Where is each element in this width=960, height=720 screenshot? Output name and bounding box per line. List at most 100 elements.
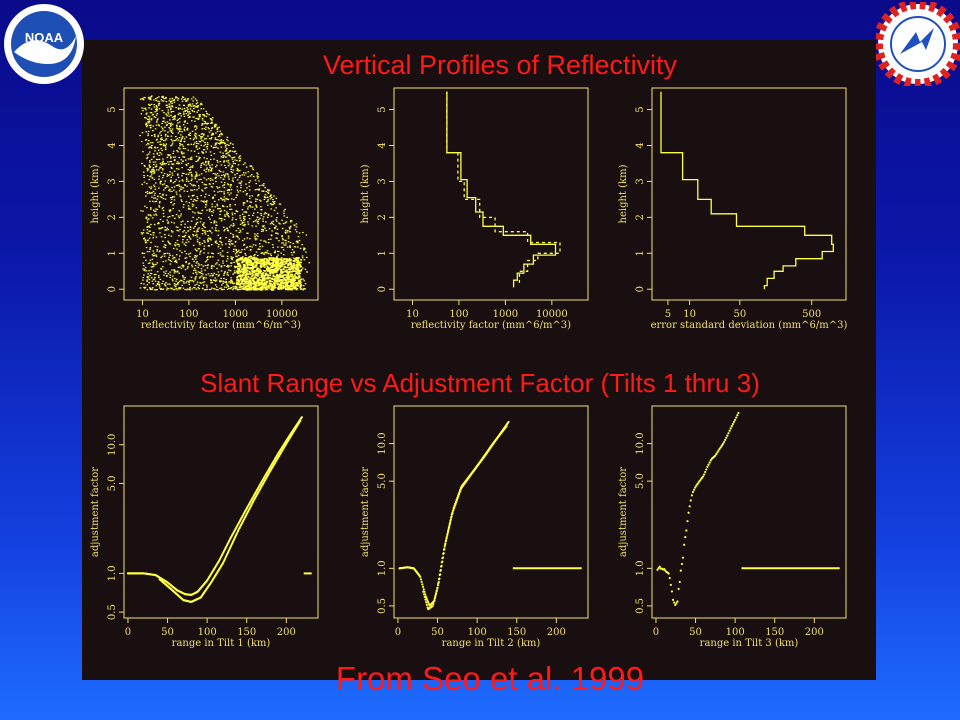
scatter-point (189, 226, 192, 229)
scatter-point (139, 287, 142, 289)
scatter-point (260, 263, 263, 265)
scatter-point (196, 196, 198, 198)
scatter-point (180, 199, 183, 201)
curve-point (451, 511, 454, 514)
scatter-point (235, 235, 238, 237)
scatter-point (236, 179, 239, 181)
scatter-point (185, 261, 187, 264)
scatter-point (187, 208, 190, 210)
x-axis-label: range in Tilt 2 (km) (442, 638, 541, 649)
scatter-point (273, 195, 275, 197)
scatter-point (204, 230, 207, 232)
scatter-point (245, 211, 247, 214)
curve-point (693, 488, 696, 491)
scatter-point (224, 144, 227, 147)
scatter-point (140, 282, 143, 285)
scatter-point (230, 240, 233, 242)
scatter-point (234, 241, 237, 243)
curve-point (734, 418, 737, 421)
scatter-point (260, 279, 263, 282)
scatter-point (227, 154, 230, 156)
scatter-point (229, 288, 232, 290)
scatter-point (297, 267, 300, 269)
scatter-point (180, 159, 183, 161)
scatter-point (290, 225, 292, 227)
scatter-point (230, 224, 232, 226)
scatter-point (216, 128, 219, 131)
scatter-point (160, 288, 162, 290)
scatter-point (249, 287, 252, 289)
scatter-point (168, 100, 171, 102)
scatter-point (249, 272, 252, 274)
scatter-point (191, 110, 194, 112)
scatter-point (281, 238, 284, 240)
scatter-point (264, 277, 267, 280)
scatter-point (175, 287, 178, 290)
scatter-point (266, 281, 269, 283)
scatter-point (200, 137, 202, 139)
scatter-point (263, 284, 266, 287)
scatter-point (198, 264, 201, 266)
scatter-point (145, 259, 147, 261)
scatter-point (232, 286, 235, 288)
scatter-point (253, 288, 256, 291)
scatter-point (294, 284, 297, 287)
scatter-point (238, 238, 241, 240)
scatter-point (240, 182, 242, 184)
scatter-point (146, 167, 148, 169)
scatter-point (260, 214, 263, 216)
scatter-point (169, 274, 172, 276)
scatter-point (265, 201, 268, 203)
scatter-point (239, 273, 242, 275)
scatter-point (246, 200, 249, 202)
scatter-point (251, 264, 254, 267)
scatter-point (199, 141, 202, 143)
scatter-point (205, 274, 207, 276)
scatter-point (263, 261, 266, 263)
scatter-point (166, 173, 169, 175)
scatter-point (204, 261, 207, 263)
scatter-point (188, 283, 190, 286)
y-tick-label: 10.0 (107, 434, 118, 456)
scatter-point (236, 255, 238, 258)
scatter-point (150, 266, 153, 268)
scatter-point (228, 238, 231, 241)
scatter-point (272, 220, 275, 222)
scatter-point (257, 220, 259, 223)
curve-point (507, 420, 510, 424)
y-tick-label: 10.0 (635, 432, 646, 454)
scatter-point (286, 246, 289, 248)
scatter-point (143, 274, 145, 276)
scatter-point (184, 250, 186, 252)
scatter-point (259, 265, 262, 267)
scatter-point (270, 254, 273, 257)
scatter-point (195, 155, 198, 157)
scatter-point (177, 122, 179, 124)
curve-point (457, 493, 461, 496)
scatter-point (208, 194, 211, 196)
scatter-point (214, 138, 217, 140)
scatter-point (155, 273, 157, 276)
scatter-point (232, 273, 234, 275)
scatter-point (232, 143, 234, 145)
scatter-point (211, 186, 214, 188)
scatter-point (180, 162, 183, 164)
scatter-point (156, 138, 158, 140)
scatter-point (248, 189, 251, 191)
scatter-point (225, 173, 227, 175)
scatter-point (232, 256, 234, 259)
scatter-point (289, 273, 292, 276)
scatter-point (148, 116, 151, 118)
scatter-point (195, 231, 198, 233)
scatter-point (206, 209, 208, 211)
scatter-point (222, 205, 225, 208)
scatter-point (207, 122, 210, 124)
scatter-point (163, 253, 165, 255)
scatter-point (221, 218, 223, 220)
scatter-point (259, 262, 262, 264)
scatter-point (148, 186, 151, 188)
scatter-point (217, 275, 220, 277)
series-dense-curve (158, 420, 302, 603)
scatter-point (154, 276, 156, 279)
scatter-point (177, 243, 180, 245)
